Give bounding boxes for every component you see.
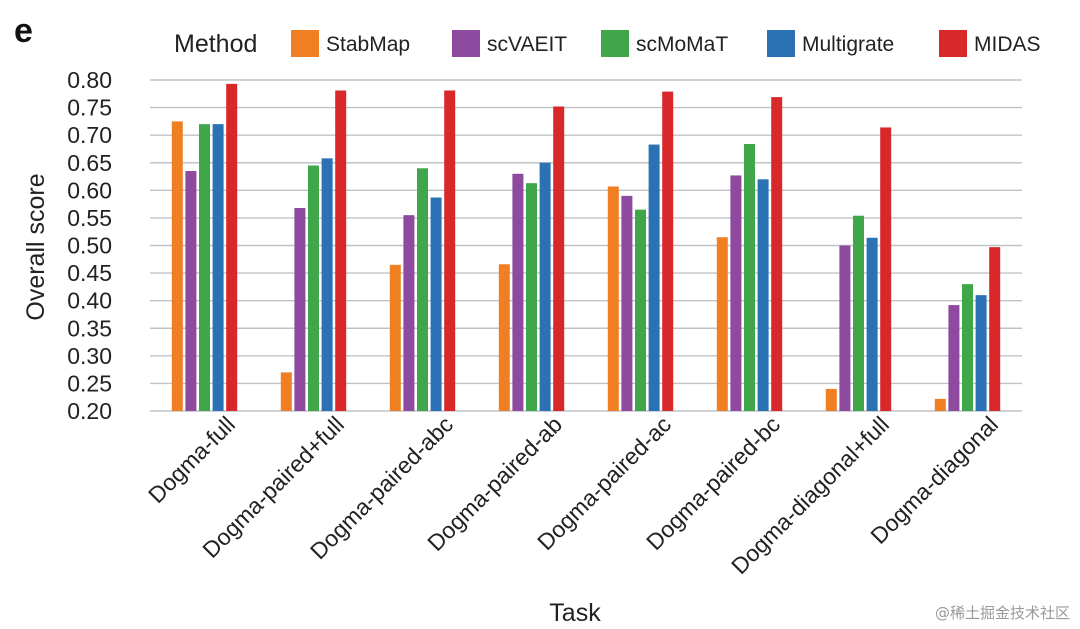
y-tick-label: 0.75: [67, 95, 112, 121]
bar-scvaeit: [512, 174, 523, 411]
bar-stabmap: [281, 372, 292, 411]
legend-swatch-scvaeit: [452, 30, 480, 57]
bar-stabmap: [935, 399, 946, 411]
y-tick-label: 0.20: [67, 398, 112, 424]
bar-multigrate: [649, 145, 660, 411]
y-axis: 0.200.250.300.350.400.450.500.550.600.65…: [67, 67, 112, 424]
bar-midas: [444, 90, 455, 411]
bar-scvaeit: [730, 175, 741, 411]
y-tick-label: 0.30: [67, 343, 112, 369]
x-axis-title: Task: [549, 599, 601, 627]
bar-chart: e 0.200.250.300.350.400.450.500.550.600.…: [0, 0, 1080, 629]
bar-multigrate: [976, 295, 987, 411]
bar-scmomat: [962, 284, 973, 411]
watermark: @稀土掘金技术社区: [935, 602, 1070, 623]
y-tick-label: 0.25: [67, 370, 112, 396]
bar-midas: [771, 97, 782, 411]
bar-stabmap: [717, 237, 728, 411]
x-axis: Dogma-fullDogma-paired+fullDogma-paired-…: [143, 411, 1003, 579]
x-tick-label: Dogma-full: [143, 411, 240, 508]
bar-stabmap: [390, 265, 401, 411]
bar-scmomat: [853, 216, 864, 411]
legend: Method StabMap scVAEIT scMoMaT Multigrate MI…: [174, 30, 1041, 58]
legend-title: Method: [174, 30, 257, 58]
bar-scmomat: [308, 166, 319, 411]
bar-stabmap: [826, 389, 837, 411]
bar-scmomat: [635, 210, 646, 411]
bar-midas: [989, 247, 1000, 411]
panel-label: e: [14, 12, 33, 50]
bar-stabmap: [608, 186, 619, 411]
bar-scvaeit: [839, 246, 850, 412]
bar-midas: [335, 90, 346, 411]
y-tick-label: 0.45: [67, 260, 112, 286]
bar-stabmap: [499, 264, 510, 411]
legend-label-multigrate: Multigrate: [802, 33, 894, 56]
bar-scvaeit: [621, 196, 632, 411]
bar-scvaeit: [185, 171, 196, 411]
legend-label-scvaeit: scVAEIT: [487, 33, 567, 56]
bar-multigrate: [540, 163, 551, 411]
legend-label-scmomat: scMoMaT: [636, 33, 728, 56]
bar-midas: [553, 106, 564, 411]
y-tick-label: 0.65: [67, 150, 112, 176]
bar-scmomat: [526, 183, 537, 411]
y-tick-label: 0.60: [67, 177, 112, 203]
bar-midas: [880, 127, 891, 411]
legend-swatch-stabmap: [291, 30, 319, 57]
y-tick-label: 0.35: [67, 315, 112, 341]
y-tick-label: 0.70: [67, 122, 112, 148]
bar-midas: [226, 84, 237, 411]
bars-group: [172, 84, 1000, 411]
bar-scmomat: [199, 124, 210, 411]
bar-stabmap: [172, 121, 183, 411]
bar-scmomat: [744, 144, 755, 411]
bar-scvaeit: [294, 208, 305, 411]
legend-swatch-multigrate: [767, 30, 795, 57]
legend-swatch-scmomat: [601, 30, 629, 57]
legend-swatch-midas: [939, 30, 967, 57]
y-tick-label: 0.55: [67, 205, 112, 231]
y-axis-title: Overall score: [22, 173, 50, 320]
legend-label-stabmap: StabMap: [326, 33, 410, 56]
bar-multigrate: [758, 179, 769, 411]
bar-multigrate: [431, 198, 442, 411]
bar-scmomat: [417, 168, 428, 411]
bar-midas: [662, 92, 673, 411]
bar-multigrate: [322, 158, 333, 411]
legend-label-midas: MIDAS: [974, 33, 1041, 56]
bar-multigrate: [867, 238, 878, 411]
y-tick-label: 0.50: [67, 233, 112, 259]
y-tick-label: 0.40: [67, 288, 112, 314]
bar-scvaeit: [948, 305, 959, 411]
y-tick-label: 0.80: [67, 67, 112, 93]
bar-scvaeit: [403, 215, 414, 411]
bar-multigrate: [213, 124, 224, 411]
